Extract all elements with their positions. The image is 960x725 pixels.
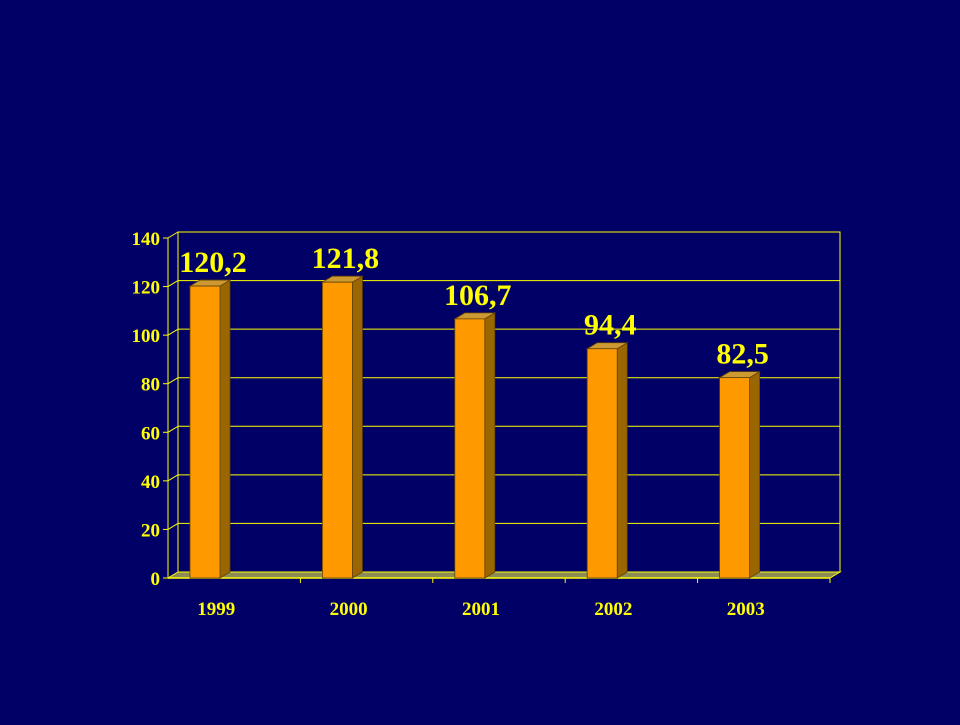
gridline-side xyxy=(167,425,179,433)
bar-side xyxy=(351,275,363,579)
y-tick-label: 140 xyxy=(132,229,161,250)
y-tick-label: 40 xyxy=(141,472,160,493)
x-tick-label: 2002 xyxy=(594,599,632,620)
bar-side xyxy=(616,342,628,579)
bar xyxy=(454,318,486,579)
x-tick-label: 2000 xyxy=(330,599,368,620)
y-tick-label: 80 xyxy=(141,375,160,396)
data-label: 121,8 xyxy=(312,242,380,275)
bar-side xyxy=(484,312,496,579)
bar-side xyxy=(749,370,760,579)
gridline-side xyxy=(167,231,179,239)
bar xyxy=(189,285,221,579)
x-tick-label: 2001 xyxy=(462,599,500,620)
bar xyxy=(719,377,750,579)
data-label: 94,4 xyxy=(584,309,637,342)
y-tick-label: 0 xyxy=(151,569,161,590)
bar xyxy=(586,348,618,579)
data-label: 120,2 xyxy=(179,246,247,279)
y-tick-label: 120 xyxy=(132,278,161,299)
y-tick-label: 20 xyxy=(141,520,160,541)
bar xyxy=(321,281,353,579)
x-tick-label: 2003 xyxy=(727,599,765,620)
gridline-side xyxy=(167,474,179,482)
gridline-side xyxy=(167,377,179,385)
y-tick-label: 60 xyxy=(141,423,160,444)
y-tick-label: 100 xyxy=(132,326,161,347)
x-tick-label: 1999 xyxy=(197,599,235,620)
data-label: 82,5 xyxy=(716,338,769,371)
data-label: 106,7 xyxy=(444,279,512,312)
bar-side xyxy=(219,279,231,579)
gridline-side xyxy=(167,280,179,288)
gridline-side xyxy=(167,328,179,336)
gridline-side xyxy=(167,522,179,530)
